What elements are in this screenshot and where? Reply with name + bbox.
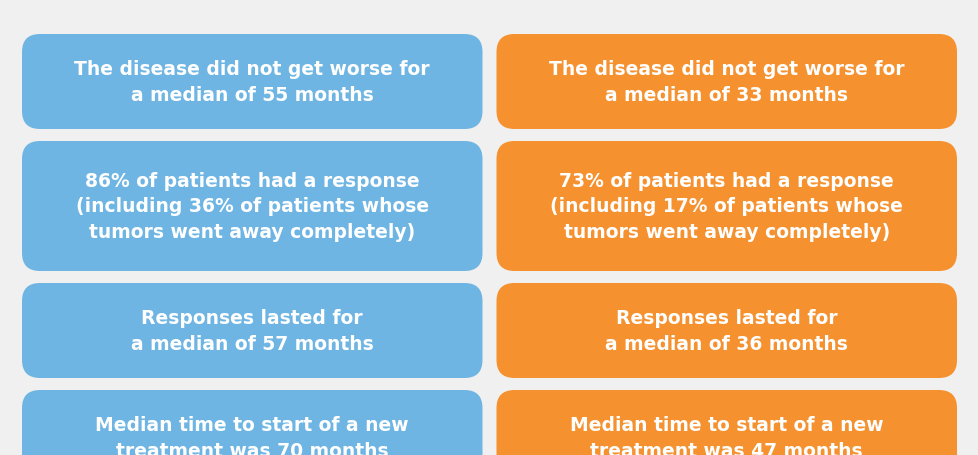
Text: The disease did not get worse for
a median of 55 months: The disease did not get worse for a medi… bbox=[74, 60, 429, 105]
Text: 86% of patients had a response
(including 36% of patients whose
tumors went away: 86% of patients had a response (includin… bbox=[75, 172, 428, 242]
Text: Median time to start of a new
treatment was 47 months: Median time to start of a new treatment … bbox=[569, 415, 883, 455]
FancyBboxPatch shape bbox=[496, 283, 956, 378]
Text: The disease did not get worse for
a median of 33 months: The disease did not get worse for a medi… bbox=[549, 60, 904, 105]
Text: Median time to start of a new
treatment was 70 months: Median time to start of a new treatment … bbox=[95, 415, 409, 455]
FancyBboxPatch shape bbox=[22, 35, 482, 130]
FancyBboxPatch shape bbox=[496, 35, 956, 130]
Text: Responses lasted for
a median of 36 months: Responses lasted for a median of 36 mont… bbox=[604, 308, 847, 353]
FancyBboxPatch shape bbox=[496, 390, 956, 455]
FancyBboxPatch shape bbox=[496, 142, 956, 271]
FancyBboxPatch shape bbox=[22, 142, 482, 271]
Text: 73% of patients had a response
(including 17% of patients whose
tumors went away: 73% of patients had a response (includin… bbox=[550, 172, 903, 242]
FancyBboxPatch shape bbox=[22, 390, 482, 455]
FancyBboxPatch shape bbox=[22, 283, 482, 378]
Text: Responses lasted for
a median of 57 months: Responses lasted for a median of 57 mont… bbox=[131, 308, 374, 353]
